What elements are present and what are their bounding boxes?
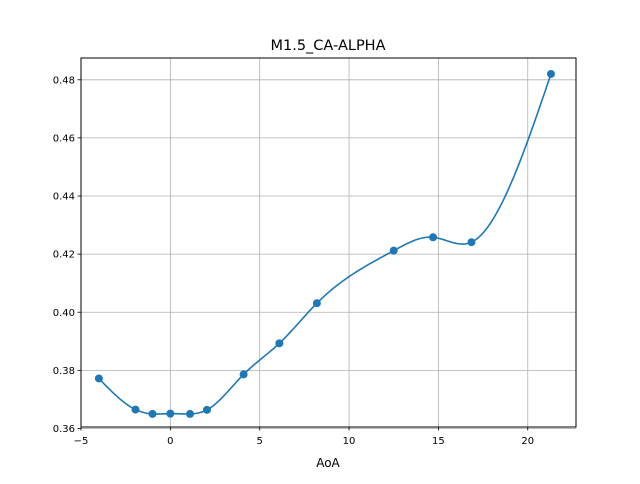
x-tick-label: 15 — [432, 436, 445, 447]
data-point — [202, 405, 211, 414]
data-point — [148, 409, 157, 418]
y-tick-label: 0.42 — [53, 250, 75, 261]
x-tick-label: 20 — [521, 436, 534, 447]
y-tick-label: 0.36 — [53, 424, 75, 435]
y-tick-label: 0.46 — [53, 134, 75, 145]
y-tick-label: 0.40 — [53, 308, 75, 319]
y-tick-label: 0.38 — [53, 366, 75, 377]
data-point — [131, 405, 140, 414]
data-point — [389, 246, 398, 255]
x-tick-label: 5 — [257, 436, 263, 447]
x-axis-label: AoA — [316, 456, 340, 470]
marker-layer — [94, 69, 555, 418]
data-point — [429, 233, 438, 242]
y-tick-label: 0.44 — [53, 192, 75, 203]
chart-title: M1.5_CA-ALPHA — [270, 38, 385, 54]
data-point — [239, 370, 248, 379]
plot-frame — [80, 57, 577, 428]
data-point — [312, 299, 321, 308]
x-tick-label: 10 — [343, 436, 356, 447]
data-point — [94, 374, 103, 383]
x-tick-label: 0 — [167, 436, 173, 447]
tick-layer: −5 0 5 10 15 20 0.36 0.38 0.40 0.42 0.44 0.46 0.48 — [53, 75, 534, 447]
y-tick-label: 0.48 — [53, 75, 75, 86]
data-point — [186, 409, 195, 418]
data-point — [275, 339, 284, 348]
x-tick-label: −5 — [74, 436, 89, 447]
data-point — [166, 409, 175, 418]
data-point — [467, 238, 476, 247]
data-point — [546, 69, 555, 78]
grid-layer — [80, 58, 576, 429]
